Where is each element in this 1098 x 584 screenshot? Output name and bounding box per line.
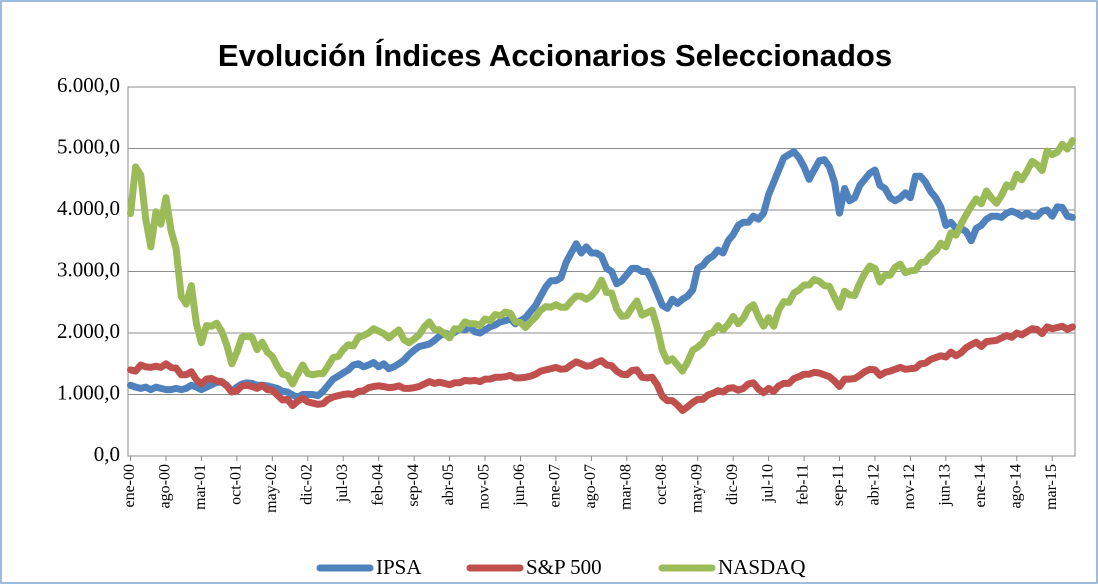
x-tick-label: jul-10 [759, 464, 776, 503]
x-tick-label: ene-14 [972, 464, 989, 508]
x-tick-label: oct-01 [228, 464, 245, 505]
x-tick-label: may-02 [263, 464, 280, 513]
x-tick-label: ene-07 [547, 464, 564, 508]
x-tick-label: sep-11 [830, 464, 847, 506]
x-tick-label: jun-13 [937, 464, 954, 507]
x-tick-label: dic-02 [298, 464, 315, 505]
legend-label: S&P 500 [526, 555, 602, 579]
x-tick-label: mar-08 [617, 464, 634, 510]
x-tick-label: ago-00 [157, 464, 174, 508]
y-tick-label: 1.000,0 [57, 380, 120, 404]
plot-area [127, 86, 1076, 457]
legend-label: NASDAQ [718, 555, 806, 579]
x-tick-label: dic-09 [724, 464, 741, 505]
x-tick-label: abr-12 [866, 464, 883, 505]
y-tick-label: 6.000,0 [57, 73, 120, 97]
x-tick-label: ago-14 [1007, 464, 1024, 508]
x-tick-label: feb-11 [795, 464, 812, 505]
chart-title: Evolución Índices Accionarios Selecciona… [218, 38, 892, 73]
x-tick-label: mar-15 [1043, 464, 1060, 510]
y-tick-label: 4.000,0 [57, 196, 120, 220]
x-tick-label: feb-04 [369, 464, 386, 506]
x-tick-label: nov-05 [476, 464, 493, 509]
legend-label: IPSA [376, 555, 422, 579]
y-tick-label: 5.000,0 [57, 134, 120, 158]
series-line [127, 137, 1076, 388]
y-tick-label: 3.000,0 [57, 257, 120, 281]
x-tick-label: oct-08 [653, 464, 670, 505]
x-tick-label: jun-06 [511, 464, 528, 507]
x-tick-label: ene-00 [121, 464, 138, 508]
series-line [127, 322, 1076, 414]
y-tick-label: 0,0 [94, 442, 120, 466]
x-tick-label: sep-04 [405, 464, 422, 507]
x-tick-label: may-09 [688, 464, 705, 513]
y-tick-label: 2.000,0 [57, 319, 120, 343]
x-tick-label: mar-01 [192, 464, 209, 510]
x-tick-label: ago-07 [582, 464, 599, 508]
x-tick-label: jul-03 [334, 464, 351, 503]
series-line [127, 148, 1076, 401]
x-tick-label: nov-12 [901, 464, 918, 509]
x-tick-label: abr-05 [440, 464, 457, 505]
